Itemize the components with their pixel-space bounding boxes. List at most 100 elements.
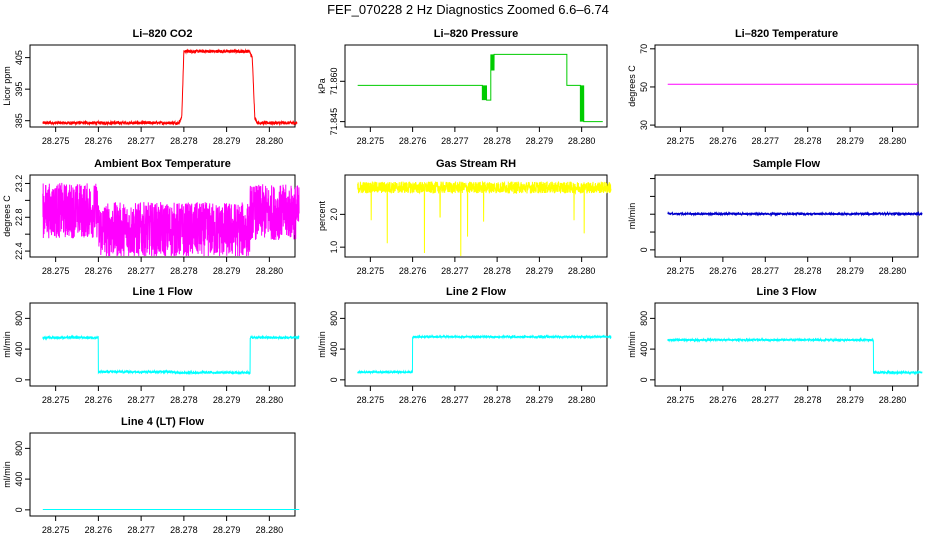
y-axis-label: ml/min [627,203,637,230]
data-series-line [357,180,612,257]
chart-panel: Li–820 Pressure 28.275 28.276 28.277 28.278 2… [317,28,608,146]
chart-panel: Li–820 CO2 28.275 28.276 28.277 28.278 28.279… [2,28,298,146]
x-tick-label: 28.275 [42,266,70,276]
x-tick-label: 28.276 [399,136,427,146]
figure-title: FEF_070228 2 Hz Diagnostics Zoomed 6.6–6… [327,2,609,17]
x-tick-label: 28.275 [357,395,385,405]
y-axis-label: kPa [317,78,327,94]
x-tick-label: 28.279 [213,395,241,405]
y-tick-label: 22.8 [14,209,24,227]
data-series-line [357,334,612,375]
y-tick-label: 800 [14,311,24,326]
x-tick-label: 28.275 [667,395,695,405]
y-tick-label: 0 [14,507,24,512]
y-tick-label: 800 [639,311,649,326]
x-tick-label: 28.278 [170,525,198,535]
plot-frame [654,44,919,128]
x-tick-label: 28.277 [127,136,155,146]
x-tick-label: 28.279 [213,136,241,146]
x-tick-label: 28.276 [709,136,737,146]
y-tick-label: 50 [639,82,649,92]
panel-title: Li–820 Temperature [735,28,838,40]
chart-panel: Gas Stream RH 28.275 28.276 28.277 28.278 28.… [317,158,612,276]
y-tick-label: 405 [14,50,24,65]
y-axis-label: ml/min [317,331,327,358]
y-tick-label: 71.845 [329,108,339,136]
data-series-line [42,48,298,127]
x-tick-label: 28.276 [399,266,427,276]
plot-frame [344,302,608,387]
x-tick-label: 28.276 [709,395,737,405]
x-tick-label: 28.277 [752,395,780,405]
x-tick-label: 28.277 [752,136,780,146]
x-tick-label: 28.278 [170,395,198,405]
x-tick-label: 28.278 [794,395,822,405]
x-tick-label: 28.276 [85,395,113,405]
data-series-line [42,182,300,257]
x-tick-label: 28.277 [441,136,469,146]
panels-container: Li–820 CO2 28.275 28.276 28.277 28.278 28.279… [2,28,923,535]
y-tick-label: 0 [14,377,24,382]
x-tick-label: 28.279 [526,136,554,146]
x-tick-label: 28.279 [836,136,864,146]
y-tick-label: 23.2 [14,175,24,193]
chart-panel: Ambient Box Temperature 28.275 28.276 28.27… [2,158,300,276]
x-tick-label: 28.275 [42,525,70,535]
x-tick-label: 28.278 [794,136,822,146]
x-tick-label: 28.280 [568,266,596,276]
plot-frame [29,432,296,517]
panel-title: Li–820 Pressure [434,28,518,40]
x-tick-label: 28.276 [85,266,113,276]
plot-frame [29,44,296,128]
y-tick-label: 0 [329,377,339,382]
x-tick-label: 28.275 [42,395,70,405]
chart-panel: Line 3 Flow 28.275 28.276 28.277 28.278 28.27… [627,286,923,405]
chart-panel: Line 4 (LT) Flow 28.275 28.276 28.277 28.278… [2,416,300,535]
y-tick-label: 22.4 [14,242,24,260]
x-tick-label: 28.278 [170,136,198,146]
y-tick-label: 385 [14,113,24,128]
x-tick-label: 28.280 [879,266,907,276]
data-series-line [667,210,923,217]
x-tick-label: 28.280 [256,525,284,535]
panel-title: Line 2 Flow [446,286,506,298]
x-tick-label: 28.275 [357,266,385,276]
x-tick-label: 28.278 [483,395,511,405]
y-tick-label: 395 [14,82,24,97]
y-axis-label: degrees C [2,195,12,237]
x-tick-label: 28.277 [441,395,469,405]
x-tick-label: 28.278 [483,266,511,276]
plot-frame [654,302,919,387]
x-tick-label: 28.276 [85,525,113,535]
data-series-line [667,337,923,376]
chart-panel: Line 2 Flow 28.275 28.276 28.277 28.278 28.27… [317,286,612,405]
y-tick-label: 71.860 [329,68,339,96]
x-tick-label: 28.280 [256,136,284,146]
y-tick-label: 0 [639,247,649,252]
x-tick-label: 28.279 [526,395,554,405]
y-axis-label: ml/min [2,461,12,488]
y-tick-label: 800 [329,311,339,326]
y-axis-label: ml/min [627,331,637,358]
panel-title: Li–820 CO2 [133,28,193,40]
y-axis-label: percent [317,200,327,231]
x-tick-label: 28.275 [42,136,70,146]
y-tick-label: 0 [639,377,649,382]
x-tick-label: 28.280 [879,136,907,146]
plot-frame [344,174,608,258]
x-tick-label: 28.277 [127,395,155,405]
y-tick-label: 30 [639,120,649,130]
x-tick-label: 28.275 [357,136,385,146]
x-tick-label: 28.277 [127,525,155,535]
panel-title: Sample Flow [753,158,821,170]
x-tick-label: 28.278 [483,136,511,146]
y-tick-label: 400 [14,342,24,357]
chart-panel: Li–820 Temperature 28.275 28.276 28.277 28.2… [627,28,919,146]
chart-panel: Sample Flow 28.275 28.276 28.277 28.278 28.27… [627,158,923,276]
data-series-line [357,53,603,123]
x-tick-label: 28.277 [752,266,780,276]
y-tick-label: 400 [639,342,649,357]
y-tick-label: 400 [14,472,24,487]
panel-title: Ambient Box Temperature [94,158,231,170]
